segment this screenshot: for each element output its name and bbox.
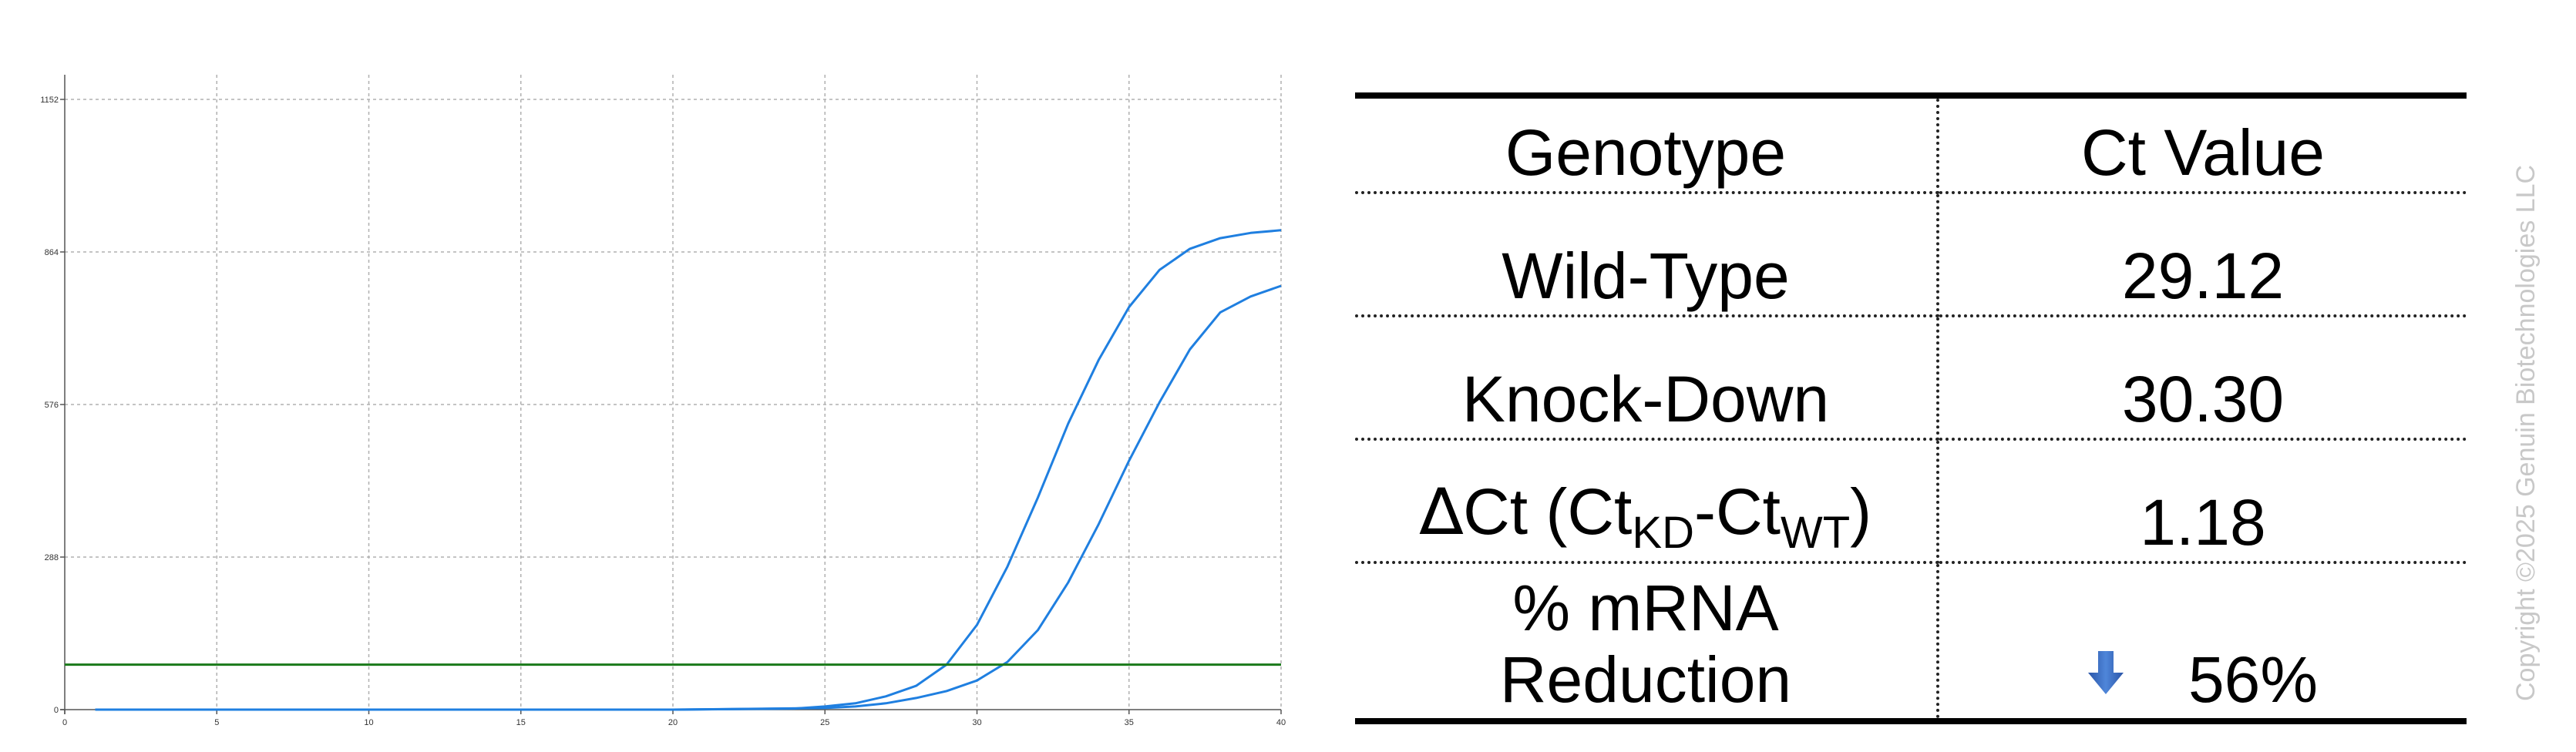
chart-series bbox=[95, 229, 1282, 711]
reduction-value-cell: 56% bbox=[1938, 562, 2467, 724]
arrow-down-icon bbox=[2087, 650, 2124, 694]
delta-mid-text: -Ct bbox=[1693, 475, 1781, 549]
x-tick-label: 10 bbox=[364, 718, 373, 727]
delta-close-text: ) bbox=[1850, 475, 1872, 549]
reduction-value: 56% bbox=[2188, 643, 2319, 716]
chart-grid bbox=[65, 75, 1282, 710]
knock-down-ct: 30.30 bbox=[1938, 316, 2467, 441]
x-tick-label: 30 bbox=[972, 718, 981, 727]
x-tick-label: 20 bbox=[668, 718, 678, 727]
kd-subscript: KD bbox=[1632, 508, 1694, 559]
x-tick-label: 35 bbox=[1125, 718, 1134, 727]
wild-type-ct: 29.12 bbox=[1938, 193, 2467, 317]
x-tick-labels: 0 5 10 15 20 25 30 35 40 bbox=[62, 710, 1286, 727]
x-tick-label: 40 bbox=[1276, 718, 1286, 727]
wild-type-label: Wild-Type bbox=[1355, 193, 1939, 317]
table-row-reduction: % mRNA Reduction 56% bbox=[1355, 562, 2467, 724]
table-header-row: Genotype Ct Value bbox=[1355, 92, 2467, 194]
amplification-curve-1 bbox=[95, 229, 1282, 711]
x-tick-label: 15 bbox=[516, 718, 526, 727]
y-tick-label: 288 bbox=[45, 553, 59, 562]
delta-ct-text: Ct (Ct bbox=[1463, 475, 1633, 549]
y-tick-label: 0 bbox=[54, 706, 59, 715]
delta-ct-value: 1.18 bbox=[1938, 439, 2467, 564]
table-row-delta-ct: ∆Ct (CtKD-CtWT) 1.18 bbox=[1355, 439, 2467, 564]
wt-subscript: WT bbox=[1780, 508, 1851, 559]
x-tick-label: 0 bbox=[62, 718, 67, 727]
x-tick-label: 25 bbox=[820, 718, 829, 727]
y-tick-label: 1152 bbox=[40, 96, 59, 105]
reduction-label: % mRNA Reduction bbox=[1355, 562, 1939, 724]
delta-symbol: ∆ bbox=[1419, 474, 1464, 550]
ct-value-header: Ct Value bbox=[1938, 92, 2467, 194]
y-tick-label: 864 bbox=[45, 248, 59, 257]
delta-ct-label: ∆Ct (CtKD-CtWT) bbox=[1355, 439, 1939, 564]
reduction-line-2: Reduction bbox=[1499, 643, 1792, 716]
chart-axes bbox=[60, 75, 1281, 714]
y-tick-labels: 0 288 576 864 1152 bbox=[40, 96, 65, 715]
table-row-knock-down: Knock-Down 30.30 bbox=[1355, 316, 2467, 441]
ct-value-table: Genotype Ct Value Wild-Type 29.12 Knock-… bbox=[1355, 92, 2467, 724]
amplification-curve-2 bbox=[95, 284, 1282, 711]
y-tick-label: 576 bbox=[45, 401, 59, 410]
amplification-chart: 0 5 10 15 20 25 30 35 40 0 288 576 864 1152 bbox=[40, 75, 1286, 727]
copyright-watermark: Copyright ©2025 Genuin Biotechnologies L… bbox=[2511, 164, 2541, 701]
reduction-line-1: % mRNA bbox=[1512, 572, 1779, 645]
x-tick-label: 5 bbox=[214, 718, 219, 727]
table-row-wild-type: Wild-Type 29.12 bbox=[1355, 193, 2467, 317]
genotype-header: Genotype bbox=[1355, 92, 1939, 194]
knock-down-label: Knock-Down bbox=[1355, 316, 1939, 441]
